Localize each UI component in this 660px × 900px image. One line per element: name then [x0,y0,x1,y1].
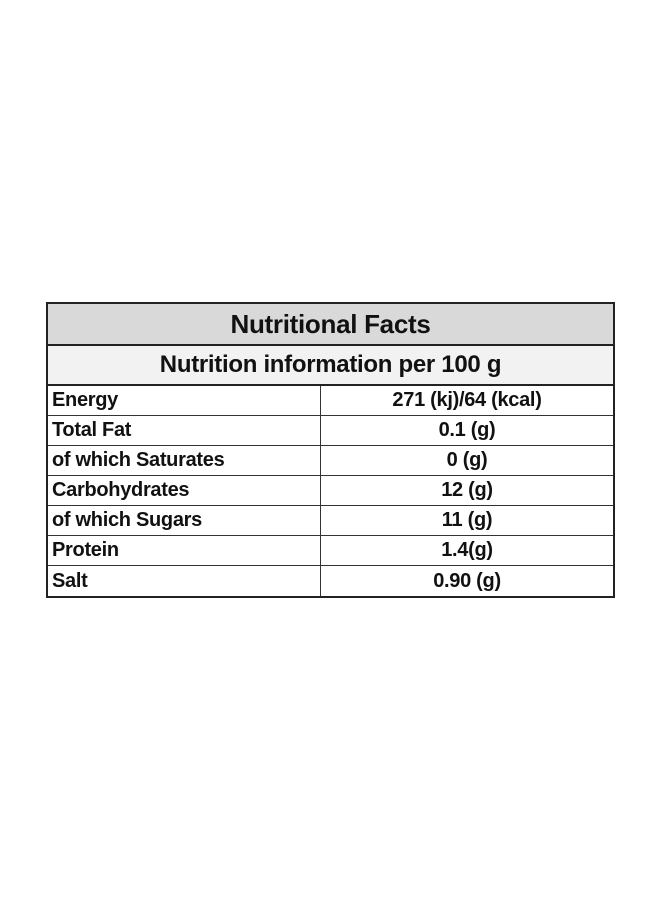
row-value: 0.1 (g) [438,419,496,441]
table-row-sugars: of which Sugars 11 (g) [48,506,613,536]
row-value: 1.4(g) [441,539,493,561]
row-label: Carbohydrates [48,476,321,505]
table-title: Nutritional Facts [48,304,613,346]
nutrition-facts-table: Nutritional Facts Nutrition information … [46,302,615,598]
table-row-total-fat: Total Fat 0.1 (g) [48,416,613,446]
table-row-saturates: of which Saturates 0 (g) [48,446,613,476]
row-label: Energy [48,386,321,415]
table-subtitle: Nutrition information per 100 g [48,346,613,386]
row-value: 0 (g) [446,449,488,471]
row-value: 271 (kj)/64 (kcal) [392,389,542,411]
row-label: Protein [48,536,321,565]
row-value: 0.90 (g) [433,569,501,592]
row-value: 12 (g) [441,479,493,501]
table-row-salt: Salt 0.90 (g) [48,566,613,596]
row-label: Total Fat [48,416,321,445]
row-label: of which Sugars [48,506,321,535]
row-label: of which Saturates [48,446,321,475]
table-row-carbohydrates: Carbohydrates 12 (g) [48,476,613,506]
table-row-energy: Energy 271 (kj)/64 (kcal) [48,386,613,416]
row-label: Salt [48,566,321,596]
table-row-protein: Protein 1.4(g) [48,536,613,566]
row-value: 11 (g) [441,509,493,531]
